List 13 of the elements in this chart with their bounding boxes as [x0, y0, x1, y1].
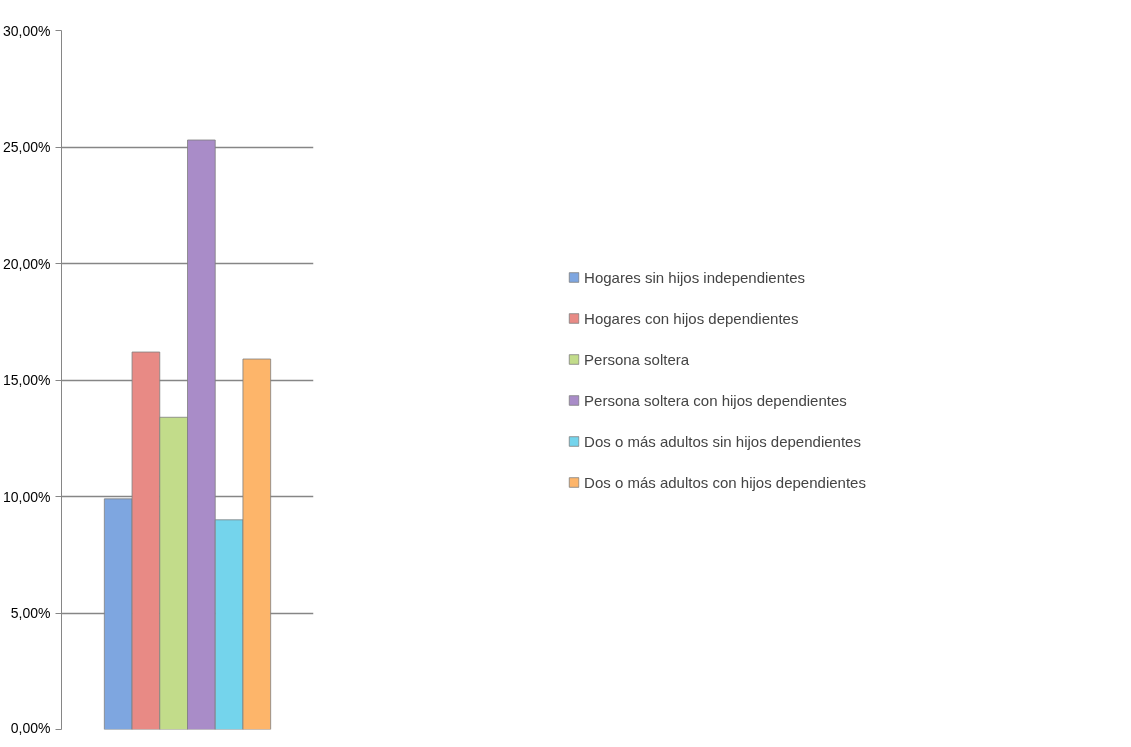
legend-label: Hogares sin hijos independientes	[584, 268, 806, 286]
y-tick-label: 0,00%	[10, 719, 51, 736]
y-tick-label: 5,00%	[10, 605, 51, 621]
legend-label: Hogares con hijos dependientes	[584, 309, 799, 327]
legend-label: Dos o más adultos con hijos dependientes	[584, 473, 866, 491]
y-tick-label: 25,00%	[3, 139, 51, 155]
y-tick-label: 15,00%	[3, 372, 51, 388]
legend-label: Persona soltera con hijos dependientes	[584, 391, 847, 409]
y-tick-label: 30,00%	[3, 22, 51, 39]
y-tick-label: 10,00%	[3, 488, 51, 505]
legend-label: Dos o más adultos sin hijos dependientes	[584, 432, 861, 450]
y-tick-label: 20,00%	[3, 255, 51, 272]
legend-label: Persona soltera	[584, 350, 690, 368]
